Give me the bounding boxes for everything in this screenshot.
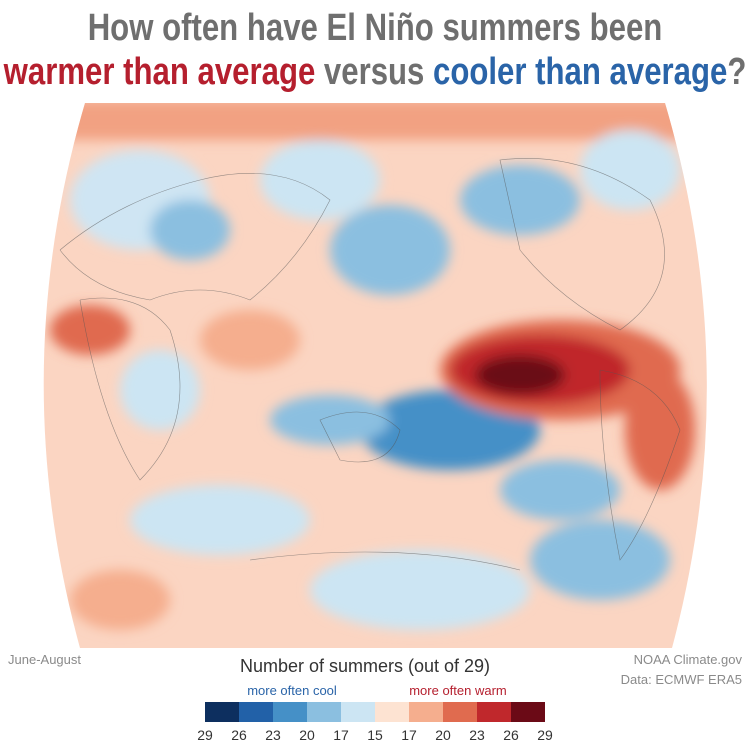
legend-tick-label: 20 <box>299 727 315 743</box>
legend-tick-label: 26 <box>231 727 247 743</box>
legend-tick-label: 23 <box>469 727 485 743</box>
legend-title: Number of summers (out of 29) <box>240 656 490 676</box>
legend-cool-label: more often cool <box>247 683 337 698</box>
legend-tick-label: 26 <box>503 727 519 743</box>
legend-tick-label: 23 <box>265 727 281 743</box>
credit: NOAA Climate.gov <box>634 652 743 667</box>
legend-warm-label: more often warm <box>409 683 507 698</box>
legend-tick-label: 29 <box>197 727 213 743</box>
legend-swatch <box>375 702 409 722</box>
legend-swatch <box>443 702 477 722</box>
legend-tick-label: 20 <box>435 727 451 743</box>
title-cool: cooler than average <box>433 51 727 93</box>
legend-swatch <box>205 702 239 722</box>
legend-tick-label: 17 <box>401 727 417 743</box>
legend-swatch <box>511 702 545 722</box>
legend-swatch <box>341 702 375 722</box>
source: Data: ECMWF ERA5 <box>621 672 742 687</box>
legend: 29 26 23 20 17 15 17 20 23 26 29 <box>197 702 553 743</box>
title-line2: warmer than average versus cooler than a… <box>3 51 747 93</box>
legend-swatch <box>409 702 443 722</box>
title-line1: How often have El Niño summers been <box>88 7 663 49</box>
legend-swatch <box>239 702 273 722</box>
map <box>43 103 707 648</box>
title-end: ? <box>727 51 746 93</box>
legend-tick-label: 29 <box>537 727 553 743</box>
legend-swatch <box>477 702 511 722</box>
title-warm: warmer than average <box>3 51 316 93</box>
title-middle: versus <box>315 51 433 93</box>
legend-tick-label: 15 <box>367 727 383 743</box>
legend-swatch <box>307 702 341 722</box>
legend-tick-label: 17 <box>333 727 349 743</box>
season: June-August <box>8 652 81 667</box>
legend-swatch <box>273 702 307 722</box>
